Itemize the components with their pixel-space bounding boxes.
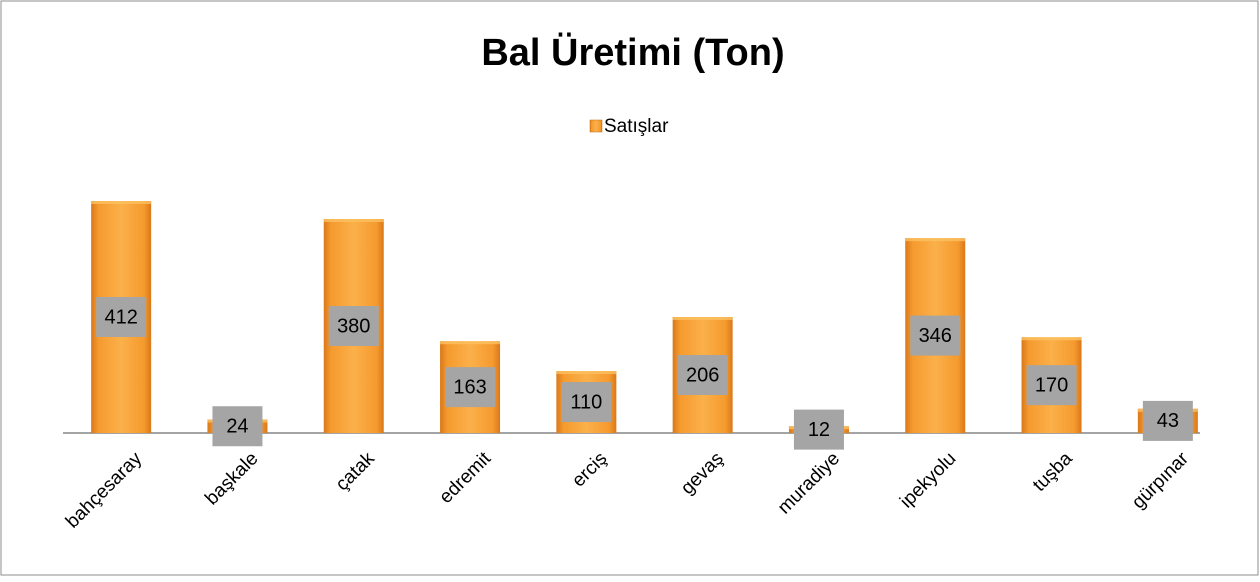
bar-top [440,341,501,345]
bar-top [556,371,617,375]
data-label-box [561,382,612,423]
data-label: 346 [919,325,952,347]
bar-top [323,219,384,223]
data-label: 24 [226,416,248,438]
data-label-box [793,409,844,450]
legend-label: Satışlar [604,116,669,137]
data-label: 206 [686,364,719,386]
data-label-box [677,355,728,395]
data-label: 380 [337,315,370,337]
bar-top [905,238,966,242]
data-label: 412 [104,306,137,328]
chart-title: Bal Üretimi (Ton) [481,31,784,74]
bar-top [91,201,152,204]
data-label: 12 [808,419,830,441]
data-label-box [328,306,379,347]
data-label-box [96,297,147,337]
bar-top [672,317,733,320]
bar-top [1021,337,1082,341]
data-label: 163 [453,376,486,398]
data-label: 110 [570,391,602,413]
data-label-box [1026,365,1077,406]
data-label-box [212,406,263,447]
data-label-box [445,367,496,408]
data-label: 170 [1035,374,1068,396]
legend-swatch [589,119,603,133]
data-label-box [1142,400,1193,441]
data-label-box [910,315,961,356]
data-label: 43 [1157,410,1179,432]
